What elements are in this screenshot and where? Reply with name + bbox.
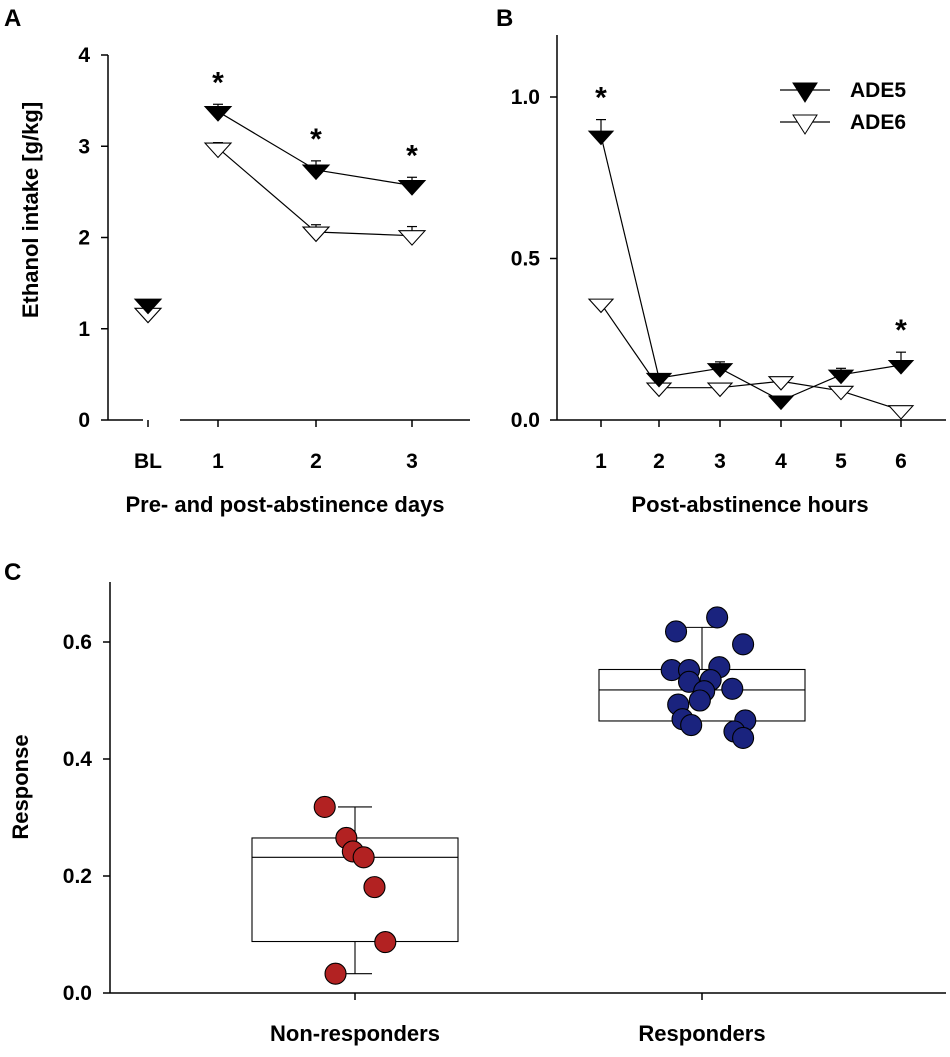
- panel-b-point-ade5: [645, 372, 673, 388]
- panel-a-y-tick-label: 1: [78, 318, 90, 341]
- panel-a-point-ade6: [203, 142, 233, 159]
- panel-b-series-line-ade5: [600, 135, 902, 402]
- panel-b-significance-star: *: [595, 82, 607, 115]
- panel-c-chart: 0.0 0.2 0.4 0.6 Non-responders Responders Re…: [8, 582, 946, 1046]
- legend-marker-ade5: [792, 82, 818, 103]
- panel-a-x-tick-label-1: 1: [212, 450, 224, 473]
- panel-a-point-ade5: [397, 179, 427, 196]
- panel-b-point-ade5: [587, 130, 615, 146]
- data-point-non-responders: [363, 876, 386, 899]
- panel-b-point-ade6: [767, 376, 795, 391]
- panel-a-y-tick-label: 3: [78, 135, 90, 158]
- panel-c-y-axis-title: Response: [8, 734, 33, 839]
- panel-a-point-ade5: [203, 106, 233, 122]
- panel-c-y-tick-label: 0.6: [63, 631, 92, 654]
- data-point-responders: [732, 633, 755, 656]
- panel-b-point-ade5: [767, 395, 795, 411]
- data-point-responders: [680, 714, 703, 737]
- panel-b-point-ade6: [827, 385, 855, 401]
- panel-c-x-tick-label-non-responders: Non-responders: [270, 1021, 440, 1046]
- data-point-non-responders: [313, 795, 336, 819]
- panel-a-point-ade6: [397, 230, 427, 246]
- data-point-non-responders: [374, 931, 397, 954]
- panel-b-y-tick-label: 1.0: [511, 86, 540, 109]
- data-point-responders: [664, 620, 688, 643]
- panel-b-x-tick-label-4: 4: [775, 450, 787, 473]
- panel-b-legend: ADE5 ADE6: [780, 79, 906, 135]
- data-point-responders: [732, 726, 755, 749]
- panel-b-point-ade5: [706, 363, 734, 378]
- panel-a-y-tick-label: 4: [78, 44, 90, 67]
- panel-b-point-ade6: [706, 382, 734, 398]
- panel-label-a: A: [4, 5, 21, 32]
- panel-b-x-tick-label-3: 3: [714, 450, 726, 473]
- panel-a-significance-star: *: [212, 66, 224, 99]
- panel-a-point-ade5: [133, 298, 163, 315]
- panel-a-x-tick-label-2: 2: [310, 450, 322, 473]
- panel-a-x-tick-label-bl: BL: [134, 450, 162, 473]
- legend-marker-ade6: [792, 114, 818, 135]
- panel-b-point-ade6: [887, 405, 915, 420]
- panel-a-y-tick-label: 0: [78, 409, 90, 432]
- panel-b-chart: 0.0 0.5 1.0 1 2 3 4 5 6 * * Post-abstinence hour…: [511, 35, 946, 517]
- panel-c-y-tick-label: 0.4: [63, 748, 93, 771]
- panel-a-significance-star: *: [406, 139, 418, 172]
- panel-a-y-tick-label: 2: [78, 227, 90, 250]
- panel-label-b: B: [496, 5, 513, 32]
- panel-b-point-ade6: [587, 298, 615, 314]
- panel-b-series-line-ade6: [600, 303, 902, 411]
- legend-label-ade6: ADE6: [850, 111, 906, 134]
- panel-b-x-tick-label-2: 2: [653, 450, 665, 473]
- data-point-non-responders: [352, 846, 375, 869]
- panel-b-x-axis-title: Post-abstinence hours: [631, 492, 868, 517]
- panel-b-point-ade5: [827, 369, 855, 385]
- panel-c-y-tick-label: 0.0: [63, 982, 92, 1005]
- panel-b-x-tick-label-6: 6: [895, 450, 907, 473]
- panel-a-point-ade6: [301, 226, 331, 243]
- panel-a-point-ade5: [301, 164, 331, 181]
- panel-a-y-axis-title: Ethanol intake [g/kg]: [18, 102, 43, 318]
- panel-b-point-ade5: [887, 359, 915, 375]
- panel-a-chart: 0 1 2 3 4 BL 1 2 3 * * * Ethanol intake [g/kg] Pr…: [18, 44, 470, 517]
- data-point-responders: [721, 677, 744, 700]
- panel-b-y-tick-label: 0.0: [511, 409, 540, 432]
- panel-c-x-tick-label-responders: Responders: [638, 1021, 765, 1046]
- data-point-responders: [688, 689, 711, 712]
- data-point-responders: [706, 606, 729, 629]
- panel-a-significance-star: *: [310, 123, 322, 156]
- panel-label-c: C: [4, 559, 21, 586]
- panel-a-x-axis-title: Pre- and post-abstinence days: [125, 492, 444, 517]
- panel-b-y-tick-label: 0.5: [511, 248, 541, 271]
- panel-b-x-tick-label-5: 5: [835, 450, 847, 473]
- panel-b-significance-star: *: [895, 314, 907, 347]
- data-point-non-responders: [324, 962, 347, 985]
- panel-c-y-tick-label: 0.2: [63, 865, 92, 888]
- panel-b-x-tick-label-1: 1: [595, 450, 607, 473]
- legend-label-ade5: ADE5: [850, 79, 906, 102]
- panel-a-x-tick-label-3: 3: [406, 450, 418, 473]
